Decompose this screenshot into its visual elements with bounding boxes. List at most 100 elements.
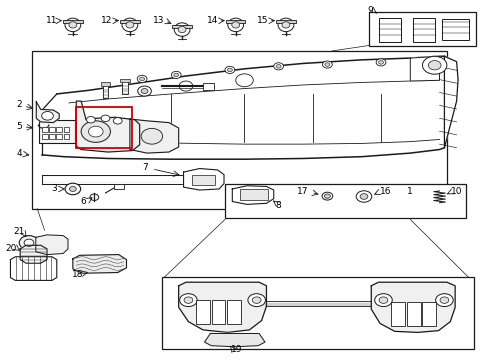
- Polygon shape: [178, 282, 266, 332]
- Circle shape: [247, 294, 265, 307]
- Text: 8: 8: [275, 201, 281, 210]
- Bar: [441, 19, 468, 40]
- Circle shape: [173, 73, 178, 77]
- Circle shape: [322, 192, 332, 200]
- Bar: [39, 120, 75, 143]
- Circle shape: [179, 294, 197, 307]
- Bar: [114, 184, 123, 189]
- Circle shape: [24, 239, 34, 246]
- Bar: [41, 134, 47, 139]
- Ellipse shape: [227, 18, 243, 32]
- Bar: [101, 82, 110, 86]
- Polygon shape: [370, 282, 454, 332]
- Bar: [161, 277, 473, 348]
- Bar: [63, 134, 69, 139]
- Polygon shape: [130, 119, 178, 153]
- Ellipse shape: [282, 22, 289, 28]
- Circle shape: [183, 297, 192, 303]
- Bar: [378, 18, 400, 42]
- Bar: [406, 302, 420, 325]
- Circle shape: [138, 86, 151, 96]
- Circle shape: [435, 294, 452, 307]
- Circle shape: [355, 191, 371, 202]
- Bar: [76, 107, 132, 148]
- Ellipse shape: [174, 23, 190, 36]
- Circle shape: [325, 63, 329, 66]
- Bar: [225, 20, 245, 23]
- Bar: [49, 134, 55, 139]
- Bar: [421, 302, 435, 325]
- Circle shape: [141, 129, 162, 144]
- Ellipse shape: [126, 22, 134, 28]
- Bar: [412, 18, 434, 42]
- Bar: [390, 302, 404, 325]
- Bar: [196, 300, 209, 324]
- Text: 6: 6: [81, 197, 86, 206]
- Polygon shape: [444, 56, 457, 148]
- Bar: [56, 134, 62, 139]
- Bar: [49, 127, 55, 132]
- Polygon shape: [76, 101, 140, 152]
- Text: 4: 4: [17, 149, 22, 158]
- Circle shape: [171, 71, 181, 78]
- Circle shape: [359, 194, 367, 199]
- Circle shape: [439, 297, 448, 303]
- Ellipse shape: [69, 22, 77, 28]
- Circle shape: [69, 186, 76, 192]
- Polygon shape: [73, 255, 126, 273]
- Text: 11: 11: [45, 16, 57, 25]
- Polygon shape: [232, 186, 273, 204]
- Ellipse shape: [278, 18, 293, 32]
- Circle shape: [375, 59, 385, 66]
- Text: 3: 3: [51, 184, 57, 193]
- Circle shape: [179, 81, 192, 91]
- Circle shape: [41, 112, 53, 120]
- Bar: [224, 184, 466, 218]
- Polygon shape: [183, 168, 224, 190]
- Circle shape: [140, 77, 144, 81]
- Polygon shape: [36, 235, 68, 255]
- Bar: [226, 300, 240, 324]
- Bar: [172, 24, 191, 28]
- Text: 15: 15: [257, 16, 268, 25]
- Text: 5: 5: [16, 122, 22, 131]
- Circle shape: [19, 235, 39, 250]
- Circle shape: [378, 297, 387, 303]
- Ellipse shape: [122, 18, 138, 32]
- Bar: [32, 51, 446, 209]
- Polygon shape: [36, 102, 59, 123]
- Circle shape: [81, 121, 110, 142]
- Circle shape: [252, 297, 261, 303]
- Circle shape: [378, 60, 383, 64]
- Bar: [368, 12, 475, 45]
- Circle shape: [137, 75, 147, 82]
- Text: 9: 9: [366, 6, 372, 15]
- Circle shape: [65, 183, 81, 195]
- Text: 1: 1: [407, 187, 412, 196]
- Circle shape: [227, 68, 232, 72]
- Polygon shape: [409, 56, 439, 81]
- Circle shape: [88, 126, 103, 137]
- Bar: [191, 175, 215, 185]
- Circle shape: [235, 74, 253, 87]
- Text: 10: 10: [450, 187, 462, 196]
- Bar: [41, 127, 47, 132]
- Text: 17: 17: [297, 187, 308, 196]
- Bar: [120, 20, 139, 23]
- Text: 2: 2: [17, 100, 22, 109]
- Circle shape: [113, 118, 122, 124]
- Text: 18: 18: [72, 270, 83, 279]
- Text: 20: 20: [6, 244, 17, 253]
- Bar: [63, 127, 69, 132]
- Bar: [42, 175, 193, 184]
- Polygon shape: [10, 257, 57, 280]
- Text: 13: 13: [153, 16, 164, 25]
- Polygon shape: [20, 245, 47, 263]
- Circle shape: [427, 60, 440, 70]
- Circle shape: [101, 115, 110, 122]
- Circle shape: [86, 117, 95, 123]
- Bar: [211, 300, 225, 324]
- Ellipse shape: [178, 26, 185, 33]
- Circle shape: [90, 194, 99, 201]
- Text: 7: 7: [142, 163, 148, 172]
